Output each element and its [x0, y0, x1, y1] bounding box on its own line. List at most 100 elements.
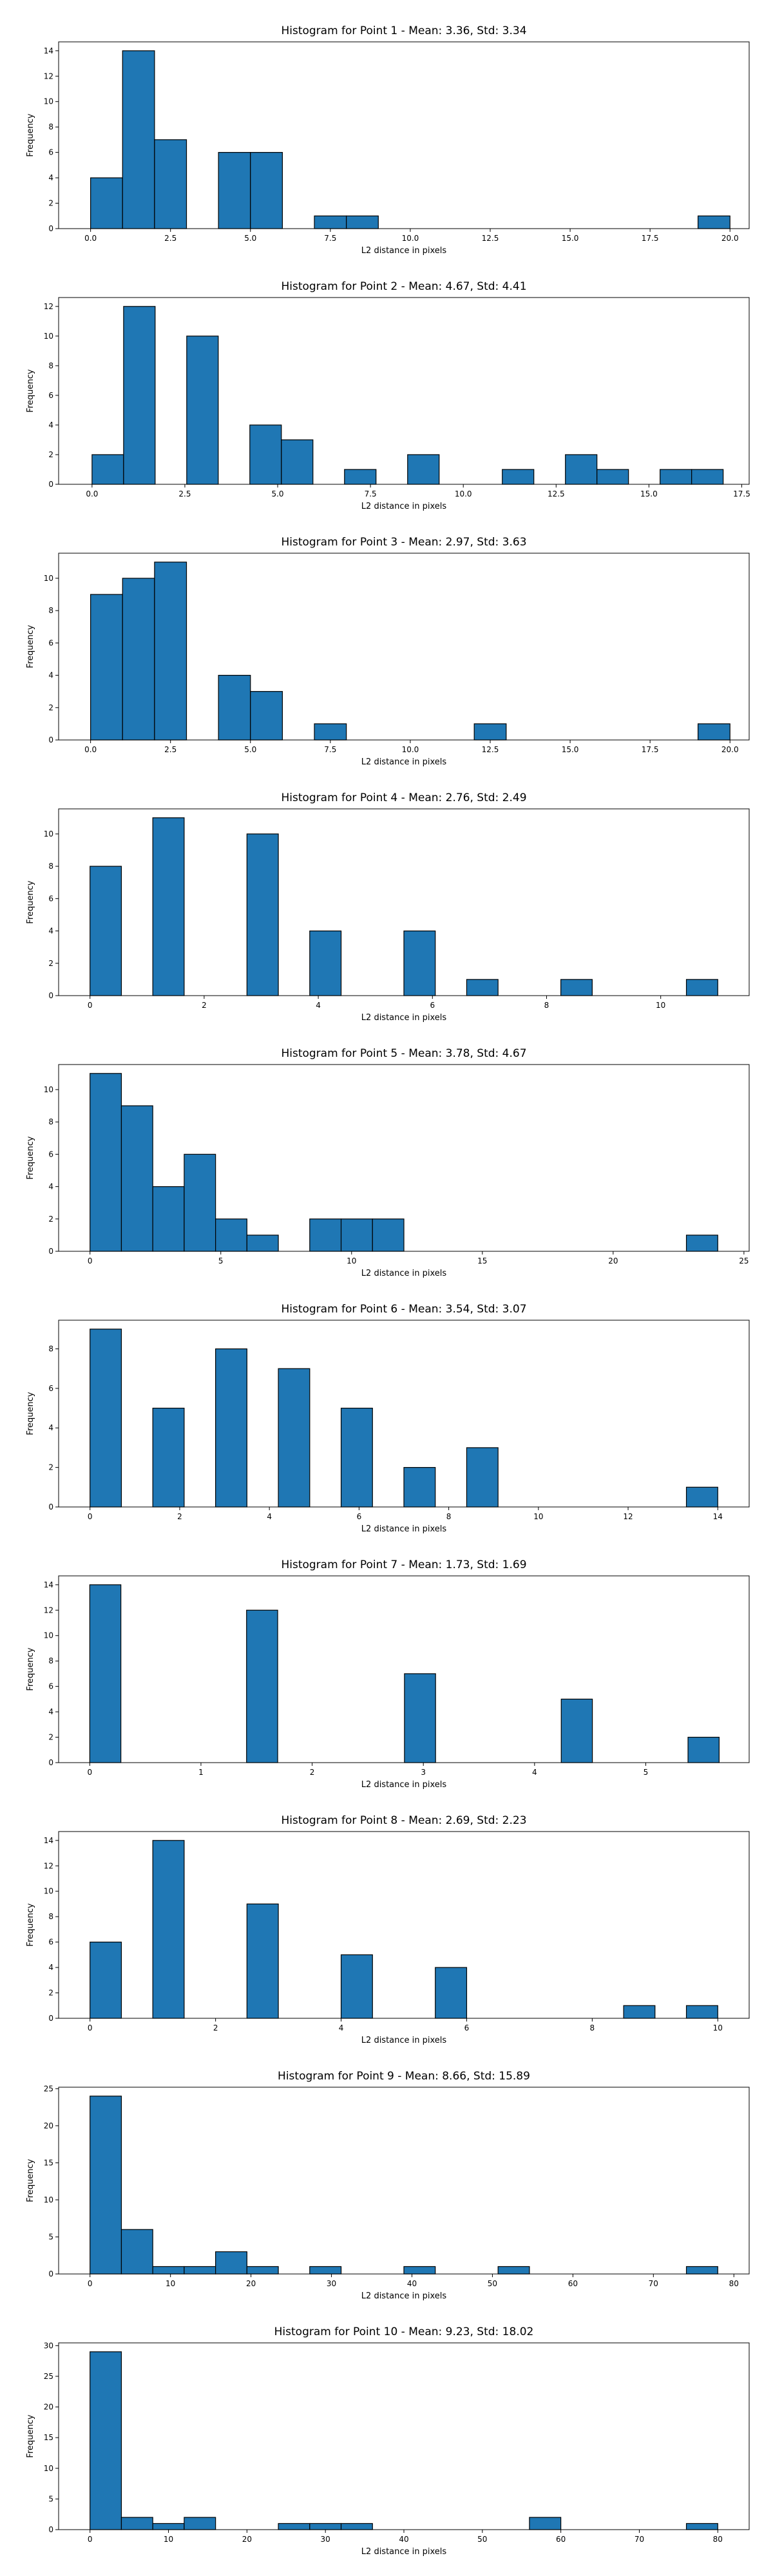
chart-panel-1: Histogram for Point 1 - Mean: 3.36, Std:… [26, 24, 750, 256]
histogram-bar [340, 1407, 373, 1508]
histogram-bar [152, 817, 185, 996]
y-axis-label: Frequency [26, 2414, 35, 2458]
x-axis-label: L2 distance in pixels [361, 2547, 447, 2557]
chart-panel-8: Histogram for Point 8 - Mean: 2.69, Std:… [26, 1814, 750, 2045]
x-tick-label: 0 [88, 1256, 93, 1265]
y-tick-label: 0 [48, 1247, 53, 1256]
y-tick-label: 10 [44, 97, 53, 106]
histogram-bar [697, 215, 730, 229]
histogram-bar [89, 1584, 122, 1763]
histogram-bar [560, 979, 593, 996]
y-tick-label: 8 [48, 862, 53, 871]
histogram-bar [122, 578, 155, 741]
y-tick-label: 8 [48, 606, 53, 615]
chart-title: Histogram for Point 10 - Mean: 9.23, Std… [274, 2325, 534, 2338]
y-tick-label: 10 [44, 1085, 53, 1094]
plot-frame [58, 297, 750, 485]
y-tick-label: 25 [44, 2084, 53, 2093]
histogram-bar [596, 469, 629, 485]
x-tick-label: 0 [88, 2535, 93, 2544]
histogram-bar [340, 1954, 373, 2019]
x-tick-label: 17.5 [642, 745, 659, 754]
y-tick-label: 6 [48, 894, 53, 903]
y-axis-label: Frequency [26, 1136, 35, 1179]
x-tick-label: 4 [316, 1001, 321, 1010]
y-tick-label: 25 [44, 2372, 53, 2381]
y-tick-label: 0 [48, 2269, 53, 2278]
y-tick-label: 6 [48, 1938, 53, 1947]
plot-frame [58, 808, 750, 996]
x-tick-label: 60 [568, 2279, 578, 2288]
y-axis-label: Frequency [26, 625, 35, 668]
x-tick-label: 2.5 [178, 489, 191, 498]
x-tick-label: 2.5 [164, 234, 177, 243]
y-tick-label: 10 [44, 1887, 53, 1896]
histogram-bar [404, 1673, 436, 1763]
y-tick-label: 12 [44, 1605, 53, 1615]
y-tick-label: 6 [48, 391, 53, 400]
x-tick-label: 2 [310, 1768, 315, 1777]
x-tick-label: 5 [218, 1256, 224, 1265]
histogram-bar [152, 2523, 185, 2530]
y-tick-label: 15 [44, 2433, 53, 2442]
chart-title: Histogram for Point 4 - Mean: 2.76, Std:… [281, 791, 526, 804]
y-axis-label: Frequency [26, 1392, 35, 1435]
x-tick-label: 8 [544, 1001, 549, 1010]
histogram-bar [344, 469, 377, 485]
x-axis-label: L2 distance in pixels [361, 502, 447, 511]
y-axis-label: Frequency [26, 2159, 35, 2202]
histogram-bar [403, 1467, 436, 1508]
y-axis-label: Frequency [26, 369, 35, 412]
x-tick-label: 10 [164, 2535, 173, 2544]
histogram-bar [687, 1736, 720, 1763]
chart-panel-9: Histogram for Point 9 - Mean: 8.66, Std:… [26, 2070, 750, 2301]
histogram-bar [246, 2266, 279, 2275]
y-axis-label: Frequency [26, 113, 35, 156]
x-tick-label: 0 [88, 1768, 93, 1777]
histogram-bar [120, 2517, 153, 2530]
x-tick-label: 40 [399, 2535, 408, 2544]
x-tick-label: 10.0 [455, 489, 472, 498]
y-tick-label: 4 [48, 421, 53, 430]
x-tick-label: 80 [713, 2535, 723, 2544]
histogram-bar [685, 1486, 718, 1508]
x-axis-label: L2 distance in pixels [361, 1269, 447, 1278]
x-tick-label: 4 [267, 1512, 272, 1521]
histogram-bar [120, 1105, 153, 1252]
histogram-bar [90, 1073, 122, 1252]
x-tick-label: 20.0 [721, 745, 739, 754]
y-tick-label: 30 [44, 2341, 53, 2350]
histogram-bar [154, 139, 187, 229]
histogram-bar [403, 2266, 436, 2275]
x-tick-label: 10.0 [402, 234, 419, 243]
y-tick-label: 2 [48, 1215, 53, 1224]
histogram-bar [184, 1153, 216, 1252]
histogram-bar [691, 469, 724, 485]
y-tick-label: 5 [48, 2232, 53, 2241]
x-tick-label: 6 [357, 1512, 362, 1521]
x-tick-label: 5 [644, 1768, 649, 1777]
chart-title: Histogram for Point 5 - Mean: 3.78, Std:… [281, 1047, 526, 1060]
histogram-bar [250, 691, 283, 741]
y-tick-label: 5 [48, 2494, 53, 2503]
y-tick-label: 0 [48, 480, 53, 489]
y-tick-label: 2 [48, 199, 53, 208]
x-tick-label: 12.5 [482, 234, 499, 243]
x-tick-label: 50 [488, 2279, 497, 2288]
histogram-bar [218, 674, 251, 741]
histogram-bar [90, 2096, 122, 2275]
x-tick-label: 17.5 [733, 489, 750, 498]
x-tick-label: 2 [202, 1001, 207, 1010]
x-axis-label: L2 distance in pixels [361, 2291, 447, 2301]
histogram-bar [309, 1218, 342, 1252]
histogram-bar [403, 930, 436, 996]
x-tick-label: 15.0 [562, 234, 579, 243]
y-tick-label: 8 [48, 1912, 53, 1921]
x-tick-label: 10 [533, 1512, 543, 1521]
histogram-bar [90, 2351, 122, 2530]
histogram-bar [246, 1903, 279, 2019]
y-tick-label: 2 [48, 1463, 53, 1472]
histogram-bar [90, 594, 123, 741]
x-tick-label: 12.5 [548, 489, 565, 498]
chart-panel-7: Histogram for Point 7 - Mean: 1.73, Std:… [26, 1558, 750, 1790]
